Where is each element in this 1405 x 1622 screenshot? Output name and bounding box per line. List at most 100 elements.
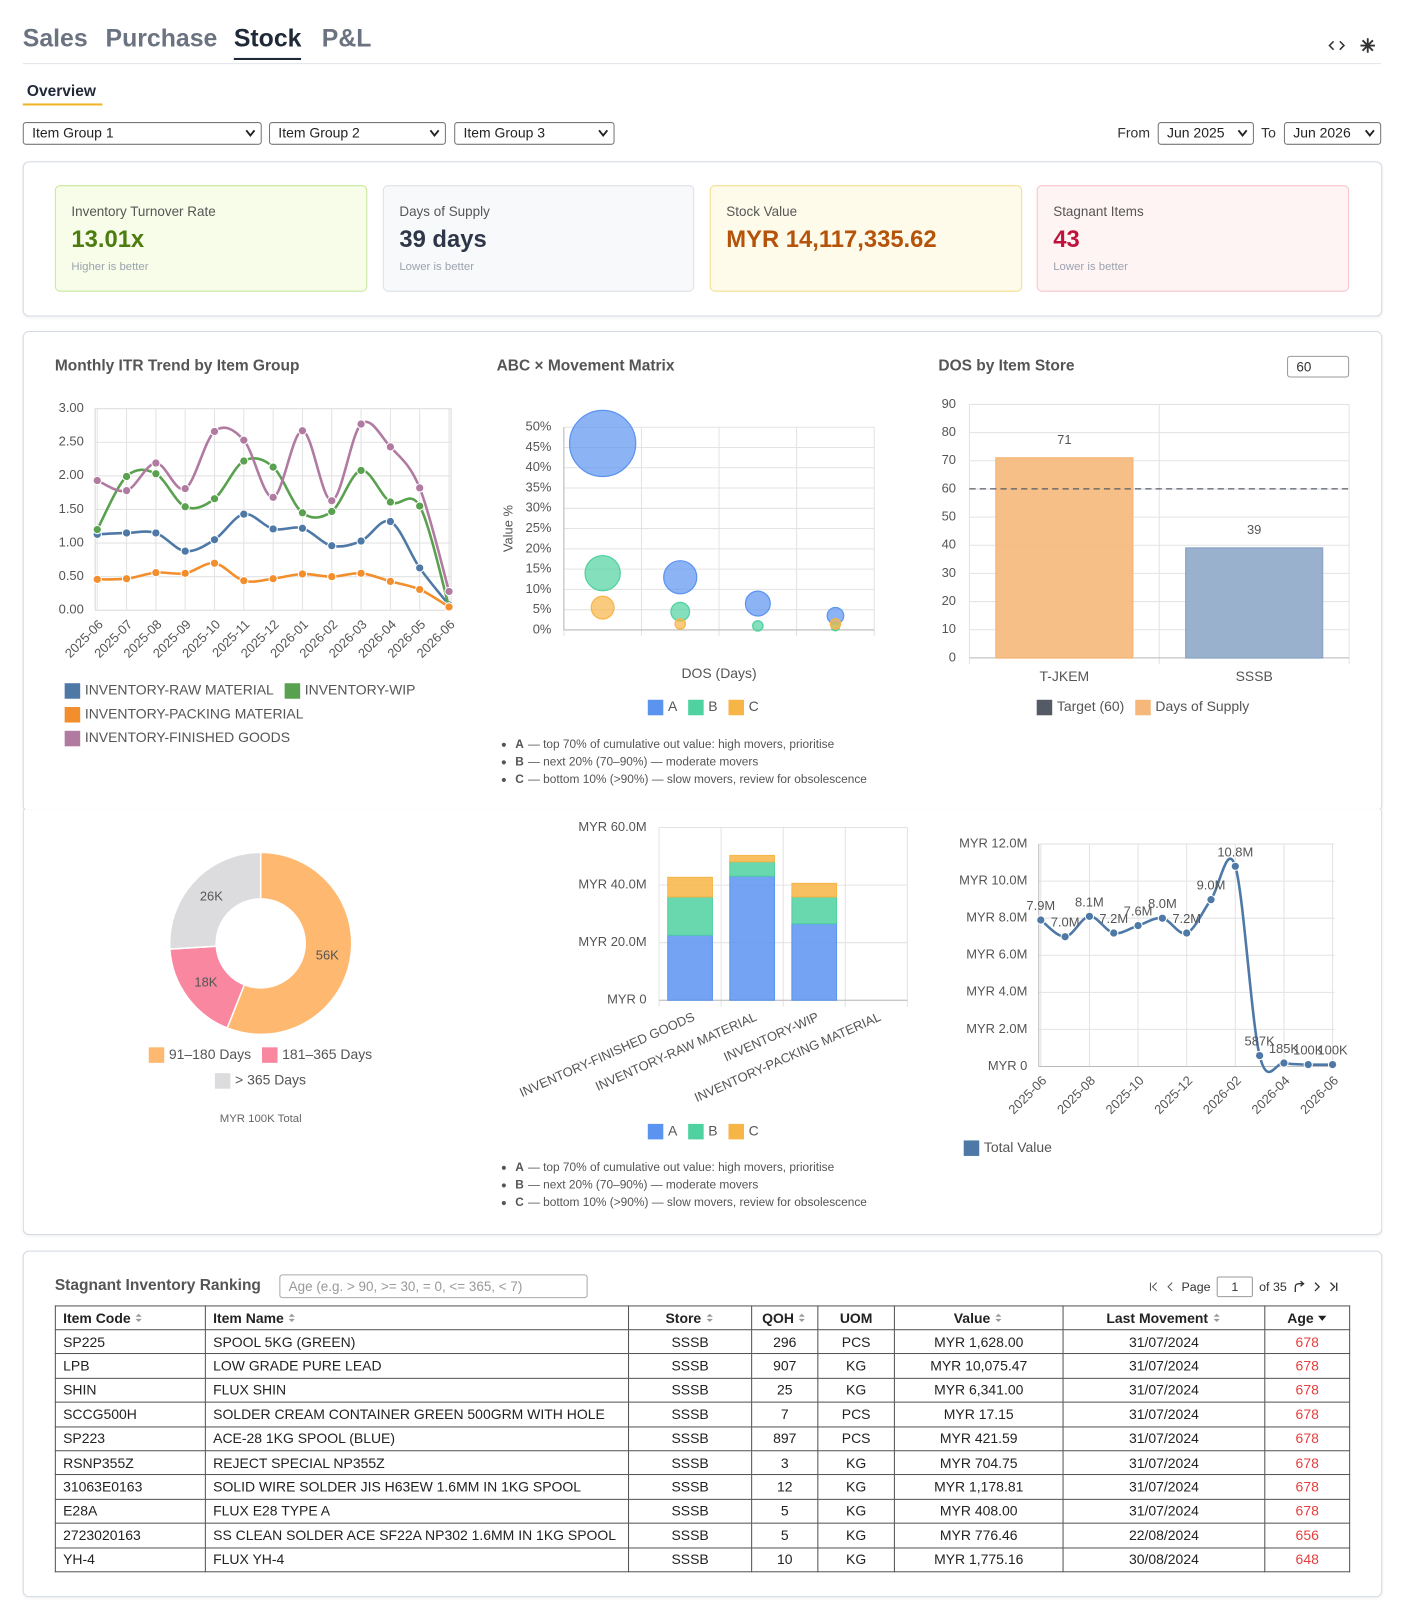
select[interactable]: Item Group 1 [22, 122, 262, 145]
point [180, 502, 190, 512]
row: E28A FLUX E28 TYPE A SSSB 5 KG MYR 408.00 31/0… [54, 1498, 1351, 1524]
code-icon[interactable] [1328, 40, 1335, 51]
subtab[interactable]: Overview [26, 82, 96, 101]
kpi-label: Stagnant Items [1053, 203, 1144, 220]
data-label: 39 [1247, 522, 1261, 537]
header-text: UOM [839, 1310, 873, 1326]
x-tick-label: 2026-06 [1297, 1073, 1341, 1117]
point [92, 524, 102, 535]
note-bullet [501, 1200, 506, 1206]
legend-item: A [647, 1122, 678, 1140]
point [385, 516, 396, 527]
legend-swatch [688, 699, 704, 716]
target-input[interactable]: 60 [1287, 355, 1350, 378]
cell: SCCG500H [54, 1401, 206, 1428]
sort-icon[interactable] [1211, 1312, 1221, 1322]
bar-segment [667, 934, 713, 1001]
point [239, 509, 249, 519]
row: 31063E0163 SOLID WIRE SOLDER JIS H63EW 1.… [54, 1474, 1351, 1500]
page-total: of 35 [1259, 1279, 1287, 1295]
point [121, 485, 132, 496]
point [239, 435, 249, 445]
legend-label: C [749, 698, 759, 714]
data-label: 7.2M [1099, 911, 1128, 926]
age-filter[interactable]: Age (e.g. > 90, >= 30, = 0, <= 365, < 7) [279, 1274, 588, 1299]
cell: 656 [1264, 1522, 1351, 1549]
cell: 31/07/2024 [1062, 1377, 1266, 1403]
sort-icon[interactable] [704, 1312, 714, 1322]
y-tick-label: MYR 60.0M [578, 819, 646, 834]
select[interactable]: Jun 2026 [1283, 122, 1382, 145]
tab[interactable]: Sales [22, 24, 88, 53]
cell: MYR 408.00 [893, 1498, 1064, 1524]
point [180, 483, 190, 494]
legend-swatch [64, 683, 81, 699]
column-header[interactable]: Last Movement [1062, 1305, 1266, 1331]
tab-divider [22, 63, 1382, 65]
legend-item: B [688, 1122, 718, 1140]
kpi-card: Stock Value MYR 14,117,335.62 [709, 185, 1023, 292]
row: SCCG500H SOLDER CREAM CONTAINER GREEN 500… [54, 1401, 1351, 1428]
data-label: 8.0M [1148, 896, 1177, 911]
point [1230, 861, 1240, 871]
header-text: Item Name [213, 1310, 284, 1326]
point [415, 483, 425, 493]
kpi-value: 43 [1053, 225, 1080, 253]
next-page[interactable] [1312, 1282, 1322, 1292]
data-label: 8.1M [1075, 894, 1104, 909]
y-tick-label: MYR 6.0M [966, 947, 1027, 962]
column-header[interactable]: UOM [817, 1305, 895, 1331]
select[interactable]: Item Group 3 [454, 122, 615, 145]
sort-icon[interactable] [1317, 1312, 1327, 1322]
sort-icon[interactable] [134, 1312, 144, 1322]
first-page[interactable] [1148, 1282, 1158, 1292]
point [1279, 1058, 1289, 1068]
point [297, 523, 308, 533]
last-page[interactable] [1328, 1282, 1338, 1292]
sort-icon[interactable] [797, 1312, 807, 1322]
column-header[interactable]: Store [628, 1305, 753, 1331]
point [415, 584, 425, 595]
settings-icon[interactable] [1360, 38, 1375, 53]
prev-page[interactable] [1165, 1282, 1175, 1292]
header-text: Store [665, 1310, 702, 1326]
stagnant-table: Item Code Item Name Store QOH UOM Value Last M… [54, 1305, 1351, 1573]
cell: 296 [751, 1329, 819, 1355]
data-label: 7.0M [1051, 915, 1080, 930]
kpi-note: Higher is better [71, 260, 149, 274]
bubble [663, 560, 698, 595]
point [415, 563, 425, 573]
tab[interactable]: P&L [321, 24, 372, 53]
kpi-card: Inventory Turnover Rate 13.01x Higher is b… [54, 185, 368, 292]
go-page[interactable] [1293, 1280, 1305, 1293]
point [209, 426, 220, 437]
point [268, 524, 278, 534]
code-icon[interactable] [1339, 40, 1346, 51]
column-header[interactable]: Age [1264, 1305, 1351, 1331]
column-header[interactable]: Item Code [54, 1305, 206, 1331]
point [385, 442, 396, 452]
legend-swatch [284, 683, 301, 699]
cell: 5 [751, 1522, 819, 1549]
kpi-card: Days of Supply 39 days Lower is better [382, 185, 695, 292]
sort-icon[interactable] [993, 1312, 1003, 1322]
tab[interactable]: Purchase [105, 24, 218, 53]
y-tick-label: MYR 20.0M [578, 934, 646, 949]
select[interactable]: Jun 2025 [1157, 122, 1254, 145]
point [1157, 913, 1168, 923]
note-text: — top 70% of cumulative out value: high … [528, 1160, 835, 1174]
target-input-value: 60 [1296, 358, 1312, 375]
legend-item: INVENTORY-FINISHED GOODS [64, 729, 290, 747]
note-text: — top 70% of cumulative out value: high … [528, 737, 835, 751]
donut-slice [226, 851, 353, 1036]
page-input[interactable]: 1 [1216, 1276, 1253, 1298]
sort-icon[interactable] [287, 1312, 297, 1322]
column-header[interactable]: QOH [751, 1305, 819, 1331]
select[interactable]: Item Group 2 [268, 122, 446, 145]
page-label: Page [1181, 1279, 1211, 1295]
kpi-note: Lower is better [1053, 260, 1128, 274]
tab-active[interactable]: Stock [233, 25, 302, 60]
x-tick-label: 2026-04 [1248, 1073, 1292, 1117]
legend-swatch [963, 1140, 980, 1156]
cell: KG [817, 1546, 895, 1573]
